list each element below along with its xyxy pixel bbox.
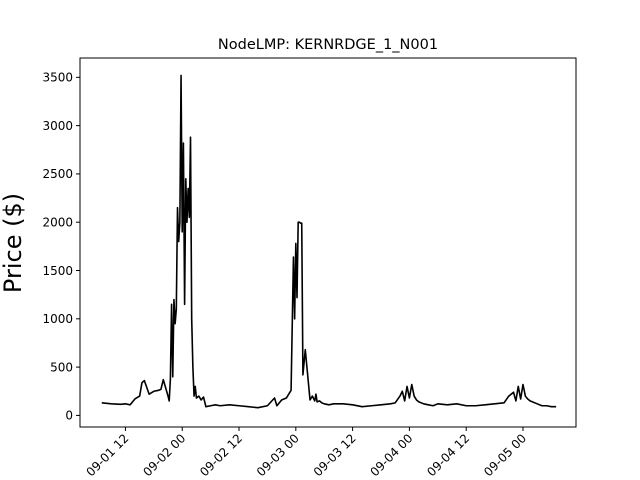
series-line-0: [101, 74, 557, 409]
y-tick-label: 2500: [42, 167, 73, 181]
y-tick-label: 1000: [42, 312, 73, 326]
y-tick-label: 3000: [42, 119, 73, 133]
y-tick-label: 3500: [42, 71, 73, 85]
y-tick-label: 0: [65, 409, 73, 423]
y-tick-label: 2000: [42, 216, 73, 230]
y-tick-label: 500: [50, 360, 73, 374]
chart-title: NodeLMP: KERNRDGE_1_N001: [218, 37, 438, 53]
y-tick-label: 1500: [42, 264, 73, 278]
plot-area: [101, 74, 557, 409]
axes-frame: [79, 57, 577, 428]
y-axis-label: Price ($): [0, 193, 27, 293]
